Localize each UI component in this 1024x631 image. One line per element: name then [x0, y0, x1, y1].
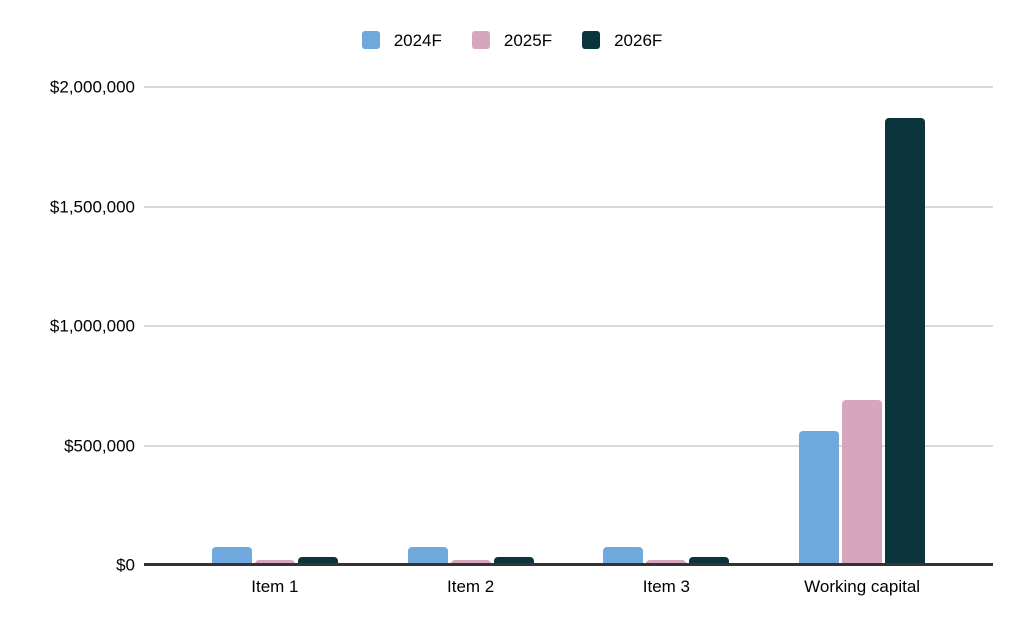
- bar-2025f-working-capital: [842, 400, 883, 565]
- bar-2024f-working-capital: [799, 431, 840, 565]
- bar-2026f-item-2: [493, 556, 534, 565]
- bar-2026f-item-1: [297, 556, 338, 565]
- x-axis-line: [144, 563, 993, 566]
- legend-swatch-2024f: [361, 31, 380, 49]
- gridline: [144, 205, 993, 208]
- gridline: [144, 444, 993, 447]
- bar-2025f-item-2: [450, 560, 491, 565]
- legend-item-2026f: 2026F: [582, 31, 662, 49]
- legend-swatch-2025f: [471, 31, 490, 49]
- bar-2025f-item-3: [646, 560, 687, 565]
- y-axis-tick-label: $1,500,000: [49, 197, 135, 216]
- x-axis-category-label: Item 1: [251, 577, 299, 596]
- bar-2024f-item-2: [407, 547, 448, 565]
- legend-label: 2026F: [614, 30, 663, 50]
- legend-item-2025f: 2025F: [471, 30, 553, 50]
- y-axis-tick-label: $2,000,000: [49, 77, 135, 97]
- legend-label: 2024F: [393, 30, 442, 50]
- bar-2025f-item-1: [254, 560, 295, 565]
- y-axis-tick-label: $500,000: [64, 436, 135, 455]
- plot-area: $0 $500,000 $1,000,000 $1,500,000 $2,000,000…: [50, 79, 993, 595]
- gridline: [144, 325, 993, 327]
- legend-item-2024f: 2024F: [361, 30, 442, 50]
- bar-2024f-item-1: [211, 547, 252, 565]
- x-axis-category-label: Item 3: [642, 577, 690, 596]
- y-axis-tick-label: $0: [116, 555, 135, 575]
- bar-2026f-working-capital: [885, 118, 926, 565]
- bar-2026f-item-3: [689, 556, 730, 565]
- x-axis-category-label: Item 2: [447, 577, 495, 596]
- legend-label: 2025F: [503, 30, 553, 50]
- chart-legend: 2024F 2025F 2026F: [0, 31, 1024, 49]
- gridline: [144, 86, 993, 88]
- bar-2024f-item-3: [603, 547, 644, 565]
- y-axis-tick-label: $1,000,000: [49, 316, 135, 336]
- x-axis-category-label: Working capital: [804, 577, 921, 596]
- legend-swatch-2026f: [582, 31, 601, 49]
